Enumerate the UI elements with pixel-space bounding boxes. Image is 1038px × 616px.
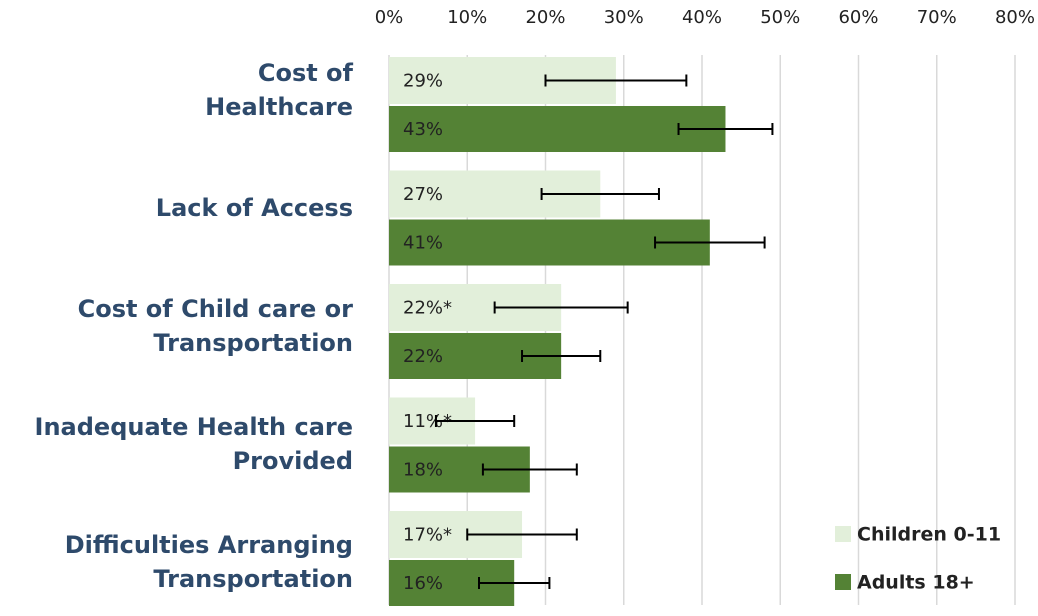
- category-label: Lack of Access: [155, 194, 353, 222]
- data-label: 29%: [403, 71, 443, 92]
- error-bar: [466, 528, 578, 541]
- data-label: 17%*: [403, 525, 452, 546]
- error-bar: [544, 74, 688, 87]
- x-tick-label: 70%: [917, 7, 957, 28]
- data-label: 18%: [403, 460, 443, 481]
- error-bar: [434, 415, 516, 427]
- data-label: 22%*: [403, 298, 452, 319]
- error-bar: [521, 350, 602, 362]
- data-label: 11%*: [403, 411, 452, 432]
- category-label: Inadequate Health care Provided: [34, 413, 353, 475]
- error-bar: [677, 123, 774, 135]
- x-tick-label: 30%: [604, 7, 644, 28]
- data-label: 16%: [403, 573, 443, 594]
- error-bar: [540, 188, 660, 200]
- bar: [389, 106, 726, 152]
- x-tick-label: 20%: [525, 7, 565, 28]
- legend-label: Children 0-11: [857, 524, 1001, 546]
- x-tick-label: 80%: [995, 7, 1035, 28]
- x-tick-label: 50%: [760, 7, 800, 28]
- x-tick-label: 0%: [375, 7, 404, 28]
- data-label: 22%: [403, 346, 443, 367]
- data-label: 27%: [403, 184, 443, 205]
- error-bar: [481, 463, 578, 476]
- x-tick-label: 60%: [838, 7, 878, 28]
- data-label: 41%: [403, 233, 443, 254]
- legend-swatch: [835, 574, 851, 590]
- error-bar: [493, 301, 629, 314]
- legend-label: Adults 18+: [857, 572, 975, 594]
- error-bar: [477, 577, 551, 589]
- legend-swatch: [835, 526, 851, 542]
- data-label: 43%: [403, 119, 443, 140]
- category-label: Cost of Child care or Transportation: [77, 295, 353, 357]
- x-tick-label: 10%: [447, 7, 487, 28]
- category-label: Difficulties Arranging Transportation: [64, 531, 353, 593]
- category-label: Cost of Healthcare: [205, 59, 353, 121]
- error-bar: [654, 236, 766, 249]
- x-tick-label: 40%: [682, 7, 722, 28]
